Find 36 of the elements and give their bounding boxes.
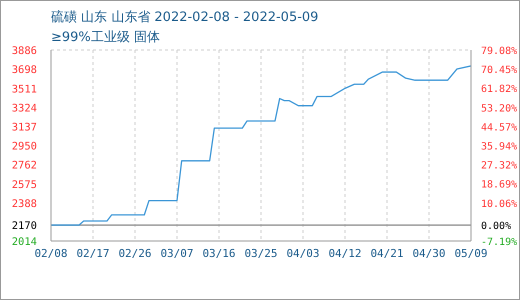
x-tick-label: 03/16 [202, 246, 236, 260]
x-tick-label: 04/03 [286, 246, 320, 260]
x-tick-label: 02/08 [34, 246, 68, 260]
y2-tick-label: 44.57% [481, 122, 518, 134]
x-tick-label: 05/09 [454, 246, 488, 260]
y-tick-label: 3698 [12, 64, 37, 76]
chart-title: 硫磺 山东 山东省 2022-02-08 - 2022-05-09 [51, 9, 318, 26]
y2-tick-label: 10.06% [481, 198, 518, 210]
y-tick-label: 2170 [12, 220, 37, 232]
y2-tick-label: 79.08% [481, 46, 518, 57]
y-tick-label: 3886 [12, 45, 37, 57]
x-tick-label: 03/07 [160, 246, 194, 260]
y-tick-label: 2762 [12, 160, 37, 172]
y2-tick-label: 0.00% [481, 221, 512, 232]
line-series [51, 65, 471, 226]
x-tick-label: 04/21 [370, 246, 404, 260]
y-tick-label: 2388 [12, 198, 37, 210]
y-tick-label: 2950 [12, 140, 37, 152]
y2-tick-label: 27.32% [481, 160, 518, 172]
y-tick-label: 2575 [12, 178, 37, 191]
x-tick-label: 04/12 [328, 246, 362, 260]
y-tick-label: 2014 [12, 236, 37, 248]
y2-tick-label: 61.82% [481, 84, 518, 96]
x-tick-label: 03/25 [244, 246, 278, 260]
y2-tick-label: 35.94% [481, 142, 518, 153]
y2-tick-label: 53.20% [481, 103, 518, 114]
y2-tick-label: 18.69% [481, 180, 518, 191]
x-tick-label: 04/30 [412, 246, 446, 260]
x-tick-label: 02/26 [118, 246, 152, 260]
y2-tick-label: 70.45% [481, 65, 518, 76]
y-tick-label: 3511 [12, 83, 37, 96]
y2-tick-label: -7.19% [481, 237, 518, 248]
x-tick-label: 02/17 [76, 246, 110, 260]
y-tick-label: 3137 [12, 121, 37, 134]
y-tick-label: 3324 [12, 102, 37, 114]
chart-subtitle: ≥99%工业级 固体 [51, 29, 160, 46]
